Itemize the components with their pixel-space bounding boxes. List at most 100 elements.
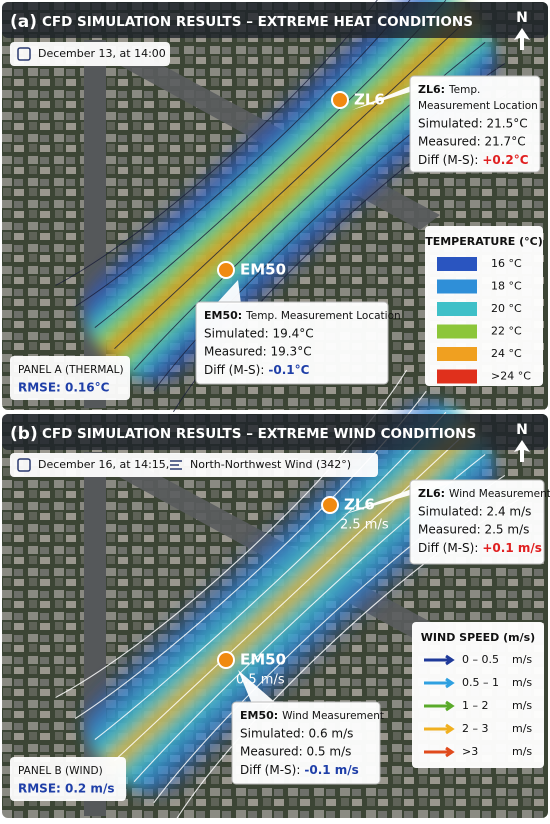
north-arrow xyxy=(514,440,530,462)
callout-row: Measured: 0.5 m/s xyxy=(240,745,351,759)
calendar-icon xyxy=(17,458,31,472)
station-marker xyxy=(331,91,349,109)
legend-label: >3 xyxy=(462,745,478,758)
diff-label: Diff (M-S): xyxy=(418,541,478,555)
footer-box xyxy=(10,356,130,400)
legend-label: 20 °C xyxy=(491,302,522,315)
diff-value: -0.1°C xyxy=(268,363,309,377)
date-box xyxy=(10,42,170,66)
footer-box xyxy=(10,757,126,801)
callout-row: Simulated: 21.5°C xyxy=(418,117,528,131)
callout-subtitle: Temp. Measurement Location xyxy=(245,310,401,322)
station-marker xyxy=(321,496,339,514)
wind-text: North-Northwest Wind (342°) xyxy=(190,458,351,471)
wind-icon xyxy=(170,460,182,470)
callout-subtitle: Temp. xyxy=(448,84,480,96)
callout-row: Simulated: 0.6 m/s xyxy=(240,727,353,741)
legend-label: 0.5 – 1 xyxy=(462,676,499,689)
callout-title-name: EM50: xyxy=(240,709,278,722)
legend-arrow xyxy=(424,700,455,712)
legend-title: WIND SPEED (m/s) xyxy=(421,631,535,644)
station-name: EM50 xyxy=(240,651,286,669)
footer-rmse: RMSE: 0.2 m/s xyxy=(18,782,114,796)
legend-unit: m/s xyxy=(512,722,532,735)
callout-row: Measured: 2.5 m/s xyxy=(418,523,529,537)
diff-value: -0.1 m/s xyxy=(304,763,358,777)
legend-label: 16 °C xyxy=(491,257,522,270)
streamline xyxy=(114,432,466,762)
legend-arrow xyxy=(424,746,455,758)
diff-value: +0.2°C xyxy=(482,153,528,167)
panel: (b) CFD SIMULATION RESULTS – EXTREME WIND… xyxy=(2,369,550,824)
title-bar xyxy=(2,2,548,38)
legend-arrow xyxy=(424,677,455,689)
station-marker xyxy=(217,651,235,669)
legend-swatch xyxy=(437,324,477,339)
date-text: December 16, at 14:15, xyxy=(38,458,169,471)
station-speed: 2.5 m/s xyxy=(340,518,389,533)
streamline xyxy=(114,20,466,350)
callout-diff: Diff (M-S): +0.1 m/s xyxy=(418,541,542,555)
legend-label: >24 °C xyxy=(491,370,531,383)
streamline xyxy=(94,0,447,328)
callout-box xyxy=(409,75,541,173)
callout-diff: Diff (M-S): -0.1°C xyxy=(204,363,310,377)
legend-label: 18 °C xyxy=(491,280,522,293)
diff-value: +0.1 m/s xyxy=(482,541,542,555)
callout-title: ZL6: Wind Measurement xyxy=(418,487,550,500)
road xyxy=(84,40,106,408)
callout-title-name: ZL6: xyxy=(418,487,445,500)
footer-rmse: RMSE: 0.16°C xyxy=(18,381,110,395)
panel: (a) CFD SIMULATION RESULTS – EXTREME HEAT… xyxy=(2,0,548,413)
callout-box xyxy=(409,479,545,565)
callout-box xyxy=(231,701,381,785)
streamline xyxy=(94,411,447,741)
legend-swatch xyxy=(437,347,477,361)
station-name: ZL6 xyxy=(354,91,385,109)
legend-swatch xyxy=(437,257,477,271)
legend-swatch xyxy=(437,279,477,294)
legend-swatch xyxy=(437,369,477,384)
diff-label: Diff (M-S): xyxy=(240,763,300,777)
legend-label: 2 – 3 xyxy=(462,722,489,735)
legend-unit: m/s xyxy=(512,653,532,666)
callout-pointer xyxy=(216,280,241,304)
legend-title: TEMPERATURE (°C) xyxy=(425,235,543,248)
callout-subtitle: Wind Measurement xyxy=(449,488,550,500)
legend-label: 22 °C xyxy=(491,325,522,338)
footer-name: PANEL A (THERMAL) xyxy=(18,364,124,376)
title-bar xyxy=(2,414,548,450)
north-label: N xyxy=(516,10,528,26)
callout-row: Simulated: 2.4 m/s xyxy=(418,505,531,519)
legend-label: 0 – 0.5 xyxy=(462,653,499,666)
legend-swatch xyxy=(437,302,477,316)
callout-row: Measured: 21.7°C xyxy=(418,135,526,149)
panel-label: (b) xyxy=(10,424,38,444)
station-marker xyxy=(217,261,235,279)
panel-label: (a) xyxy=(10,12,37,32)
footer-name: PANEL B (WIND) xyxy=(18,765,103,777)
callout-row: Simulated: 19.4°C xyxy=(204,327,314,341)
callout-diff: Diff (M-S): +0.2°C xyxy=(418,153,529,167)
calendar-icon xyxy=(17,47,31,61)
legend-unit: m/s xyxy=(512,699,532,712)
callout-title: ZL6: Temp. xyxy=(418,83,480,96)
panel-title: CFD SIMULATION RESULTS – EXTREME HEAT CO… xyxy=(42,14,473,30)
diff-label: Diff (M-S): xyxy=(418,153,478,167)
legend-arrow xyxy=(424,723,455,735)
callout-title: EM50: Temp. Measurement Location xyxy=(204,309,401,322)
date-box xyxy=(10,453,378,477)
callout-diff: Diff (M-S): -0.1 m/s xyxy=(240,763,359,777)
callout-title-name: EM50: xyxy=(204,309,242,322)
legend-unit: m/s xyxy=(512,745,532,758)
station-name: ZL6 xyxy=(344,496,375,514)
panel-title: CFD SIMULATION RESULTS – EXTREME WIND CO… xyxy=(42,426,476,442)
north-arrow xyxy=(514,28,530,50)
callout-pointer xyxy=(238,670,277,704)
callout-title-name: ZL6: xyxy=(418,83,445,96)
legend-unit: m/s xyxy=(512,676,532,689)
callout-box xyxy=(195,301,389,385)
legend-label: 1 – 2 xyxy=(462,699,489,712)
callout-row: Measured: 19.3°C xyxy=(204,345,312,359)
